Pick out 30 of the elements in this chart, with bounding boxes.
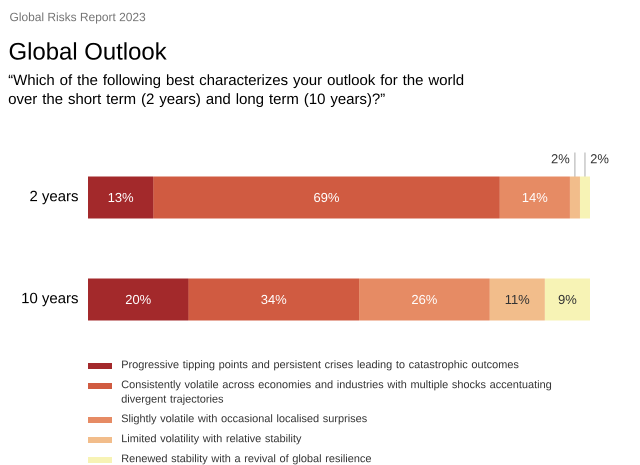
bar (544, 278, 590, 321)
chart-title: Global Outlook (10, 42, 167, 60)
legend-label: Renewed stability with a revival of global resilience (122, 454, 372, 465)
text: Global Risks Report 2023 (10, 12, 146, 24)
data-label: 34% (261, 295, 286, 304)
data-label: 2% (552, 154, 570, 164)
y-tick-label: 10 years (22, 292, 78, 306)
data-label: 2% (590, 154, 608, 164)
legend-label: Consistently volatile across economies and industries with multiple shocks accentuating divergent trajectories (122, 380, 552, 406)
bar (153, 176, 500, 219)
bar (88, 278, 188, 321)
chart-subtitle: “Which of the following best characterizes your outlook for the world over the short term (2 years) and long term (10 years)?” (8, 74, 464, 108)
bar (88, 176, 154, 219)
legend-label: Limited volatility with relative stability (122, 434, 302, 445)
bar (570, 176, 580, 219)
data-label: 69% (314, 193, 339, 202)
data-label: 9% (558, 295, 576, 304)
data-label: 14% (522, 193, 548, 202)
y-tick-label: 2 years (30, 190, 78, 204)
bar (188, 278, 360, 321)
bar (500, 176, 570, 219)
bar (490, 278, 545, 321)
bar (359, 278, 490, 321)
data-label: 11% (506, 295, 530, 304)
legend-label: Progressive tipping points and persistent crises leading to catastrophic outcomes (122, 360, 518, 371)
legend-label: Slightly volatile with occasional localised surprises (122, 414, 367, 425)
data-label: 13% (108, 193, 134, 202)
bar (580, 176, 590, 219)
data-label: 26% (412, 295, 437, 304)
data-label: 20% (126, 295, 151, 304)
